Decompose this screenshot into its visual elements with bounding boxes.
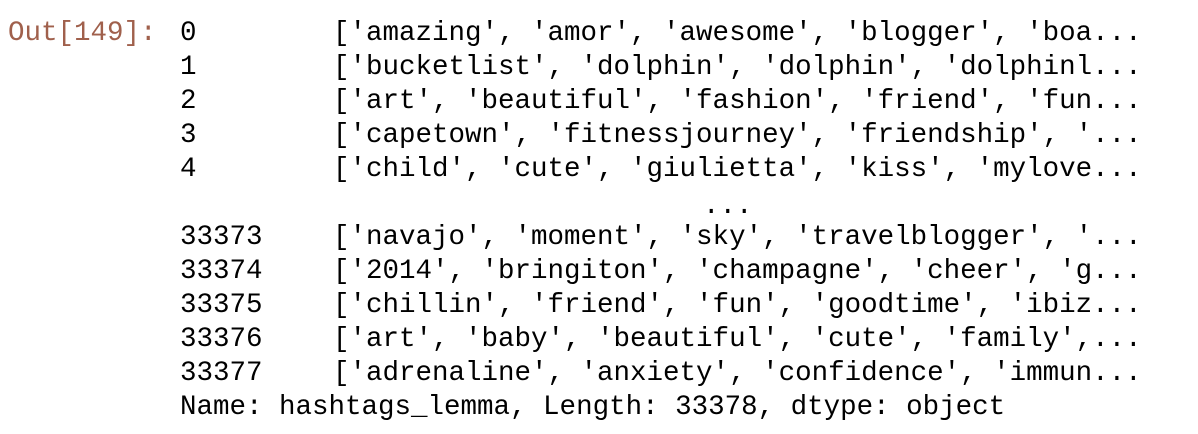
row-value: ['bucketlist', 'dolphin', 'dolphin', 'do…	[333, 52, 1142, 83]
row-value: ['child', 'cute', 'giulietta', 'kiss', '…	[333, 154, 1142, 185]
row-value: ['navajo', 'moment', 'sky', 'travelblogg…	[333, 222, 1142, 253]
row-value: ['art', 'beautiful', 'fashion', 'friend'…	[333, 86, 1142, 117]
row-index: 3	[180, 120, 197, 151]
row-index: 4	[180, 154, 197, 185]
ellipsis: ...	[703, 191, 753, 222]
row-index: 33375	[180, 290, 263, 321]
row-index: 0	[180, 18, 197, 49]
series-footer: Name: hashtags_lemma, Length: 33378, dty…	[180, 392, 1006, 423]
row-value: ['chillin', 'friend', 'fun', 'goodtime',…	[333, 290, 1142, 321]
row-index: 33373	[180, 222, 263, 253]
output-prompt: Out[149]:	[8, 18, 157, 49]
row-index: 1	[180, 52, 197, 83]
row-index: 33377	[180, 358, 263, 389]
row-value: ['adrenaline', 'anxiety', 'confidence', …	[333, 358, 1142, 389]
row-index: 33376	[180, 324, 263, 355]
row-index: 2	[180, 86, 197, 117]
row-index: 33374	[180, 256, 263, 287]
row-value: ['art', 'baby', 'beautiful', 'cute', 'fa…	[333, 324, 1142, 355]
row-value: ['2014', 'bringiton', 'champagne', 'chee…	[333, 256, 1142, 287]
row-value: ['capetown', 'fitnessjourney', 'friendsh…	[333, 120, 1142, 151]
row-value: ['amazing', 'amor', 'awesome', 'blogger'…	[333, 18, 1142, 49]
